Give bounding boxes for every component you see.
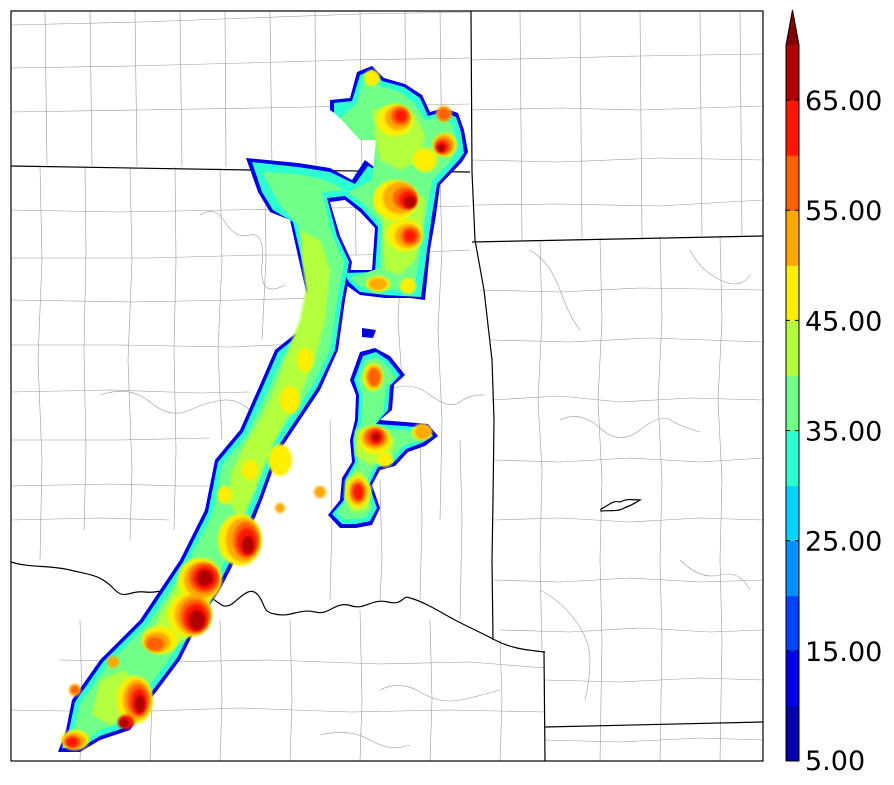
colorbar-level-50: [786, 210, 799, 266]
colorbar: [785, 9, 800, 762]
colorbar-level-40: [786, 320, 799, 376]
colorbar-level-5: [786, 705, 799, 762]
colorbar-level-55: [786, 155, 799, 211]
map-frame: [10, 10, 764, 762]
state-line-vertical-north: [470, 11, 473, 173]
red-river: [11, 561, 546, 653]
contour-level-65: [119, 144, 445, 728]
colorbar-tick-label: 35.00: [805, 417, 882, 448]
colorbar-level-10: [786, 650, 799, 707]
state-boundaries: [11, 11, 763, 761]
colorbar-level-45: [786, 265, 799, 321]
colorbar-level-60: [786, 100, 799, 156]
colorbar-extend-arrow: [786, 10, 799, 45]
county-boundaries: [11, 11, 763, 761]
colorbar-tick-label: 55.00: [805, 196, 882, 227]
lake: [600, 498, 642, 512]
colorbar-level-25: [786, 485, 799, 542]
colorbar-level-35: [786, 375, 799, 432]
colorbar-labels: 5.00 15.00 25.00 35.00 45.00 55.00 65.00: [805, 86, 882, 777]
state-line-south-vertical: [543, 651, 546, 761]
colorbar-tick-label: 15.00: [805, 637, 882, 668]
colorbar-tick-label: 25.00: [805, 527, 882, 558]
colorbar-level-15: [786, 595, 799, 652]
colorbar-tick-label: 45.00: [805, 306, 882, 337]
colorbar-tick-label: 65.00: [805, 86, 882, 117]
state-line-south-east: [544, 721, 763, 728]
state-line-east-north: [471, 235, 763, 243]
colorbar-level-30: [786, 430, 799, 487]
colorbar-level-20: [786, 540, 799, 597]
state-line-diagonal: [471, 171, 495, 641]
map-panel: [11, 11, 763, 761]
colorbar-level-65: [786, 45, 799, 101]
reflectivity-contours: [58, 66, 468, 752]
colorbar-tick-label: 5.00: [805, 746, 865, 777]
